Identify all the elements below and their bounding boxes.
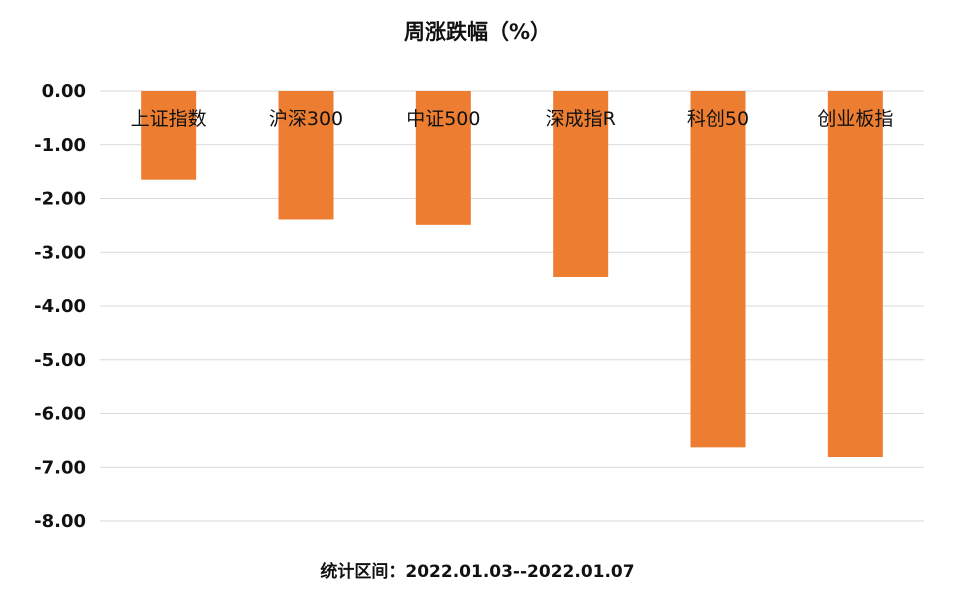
category-label: 中证500 <box>406 108 480 130</box>
category-label: 深成指R <box>546 108 616 130</box>
bar <box>827 91 883 458</box>
bars <box>141 91 883 458</box>
bar <box>278 91 334 220</box>
bar <box>553 91 609 277</box>
y-axis-ticks: 0.00 -1.00 -2.00 -3.00 -4.00 -5.00 -6.00 -7.00 -… <box>34 81 86 532</box>
y-tick-label: -6.00 <box>34 404 86 425</box>
y-tick-label: -1.00 <box>34 135 86 156</box>
gridlines <box>100 90 924 522</box>
y-tick-label: -7.00 <box>34 457 86 478</box>
category-label: 沪深300 <box>269 108 343 130</box>
bar <box>141 91 197 180</box>
date-range-note: 统计区间：2022.01.03--2022.01.07 <box>320 562 635 582</box>
category-label: 创业板指 <box>817 108 893 130</box>
y-tick-label: -4.00 <box>34 296 86 317</box>
y-tick-label: 0.00 <box>42 81 86 102</box>
category-label: 科创50 <box>687 108 749 130</box>
y-tick-label: -5.00 <box>34 350 86 371</box>
category-label: 上证指数 <box>131 108 207 130</box>
y-tick-label: -8.00 <box>34 511 86 532</box>
y-tick-label: -3.00 <box>34 242 86 263</box>
bar <box>690 91 746 448</box>
category-labels: 上证指数 沪深300 中证500 深成指R 科创50 创业板指 <box>131 108 894 130</box>
bar <box>415 91 471 225</box>
y-tick-label: -2.00 <box>34 189 86 210</box>
chart-title: 周涨跌幅（%） <box>403 20 552 44</box>
